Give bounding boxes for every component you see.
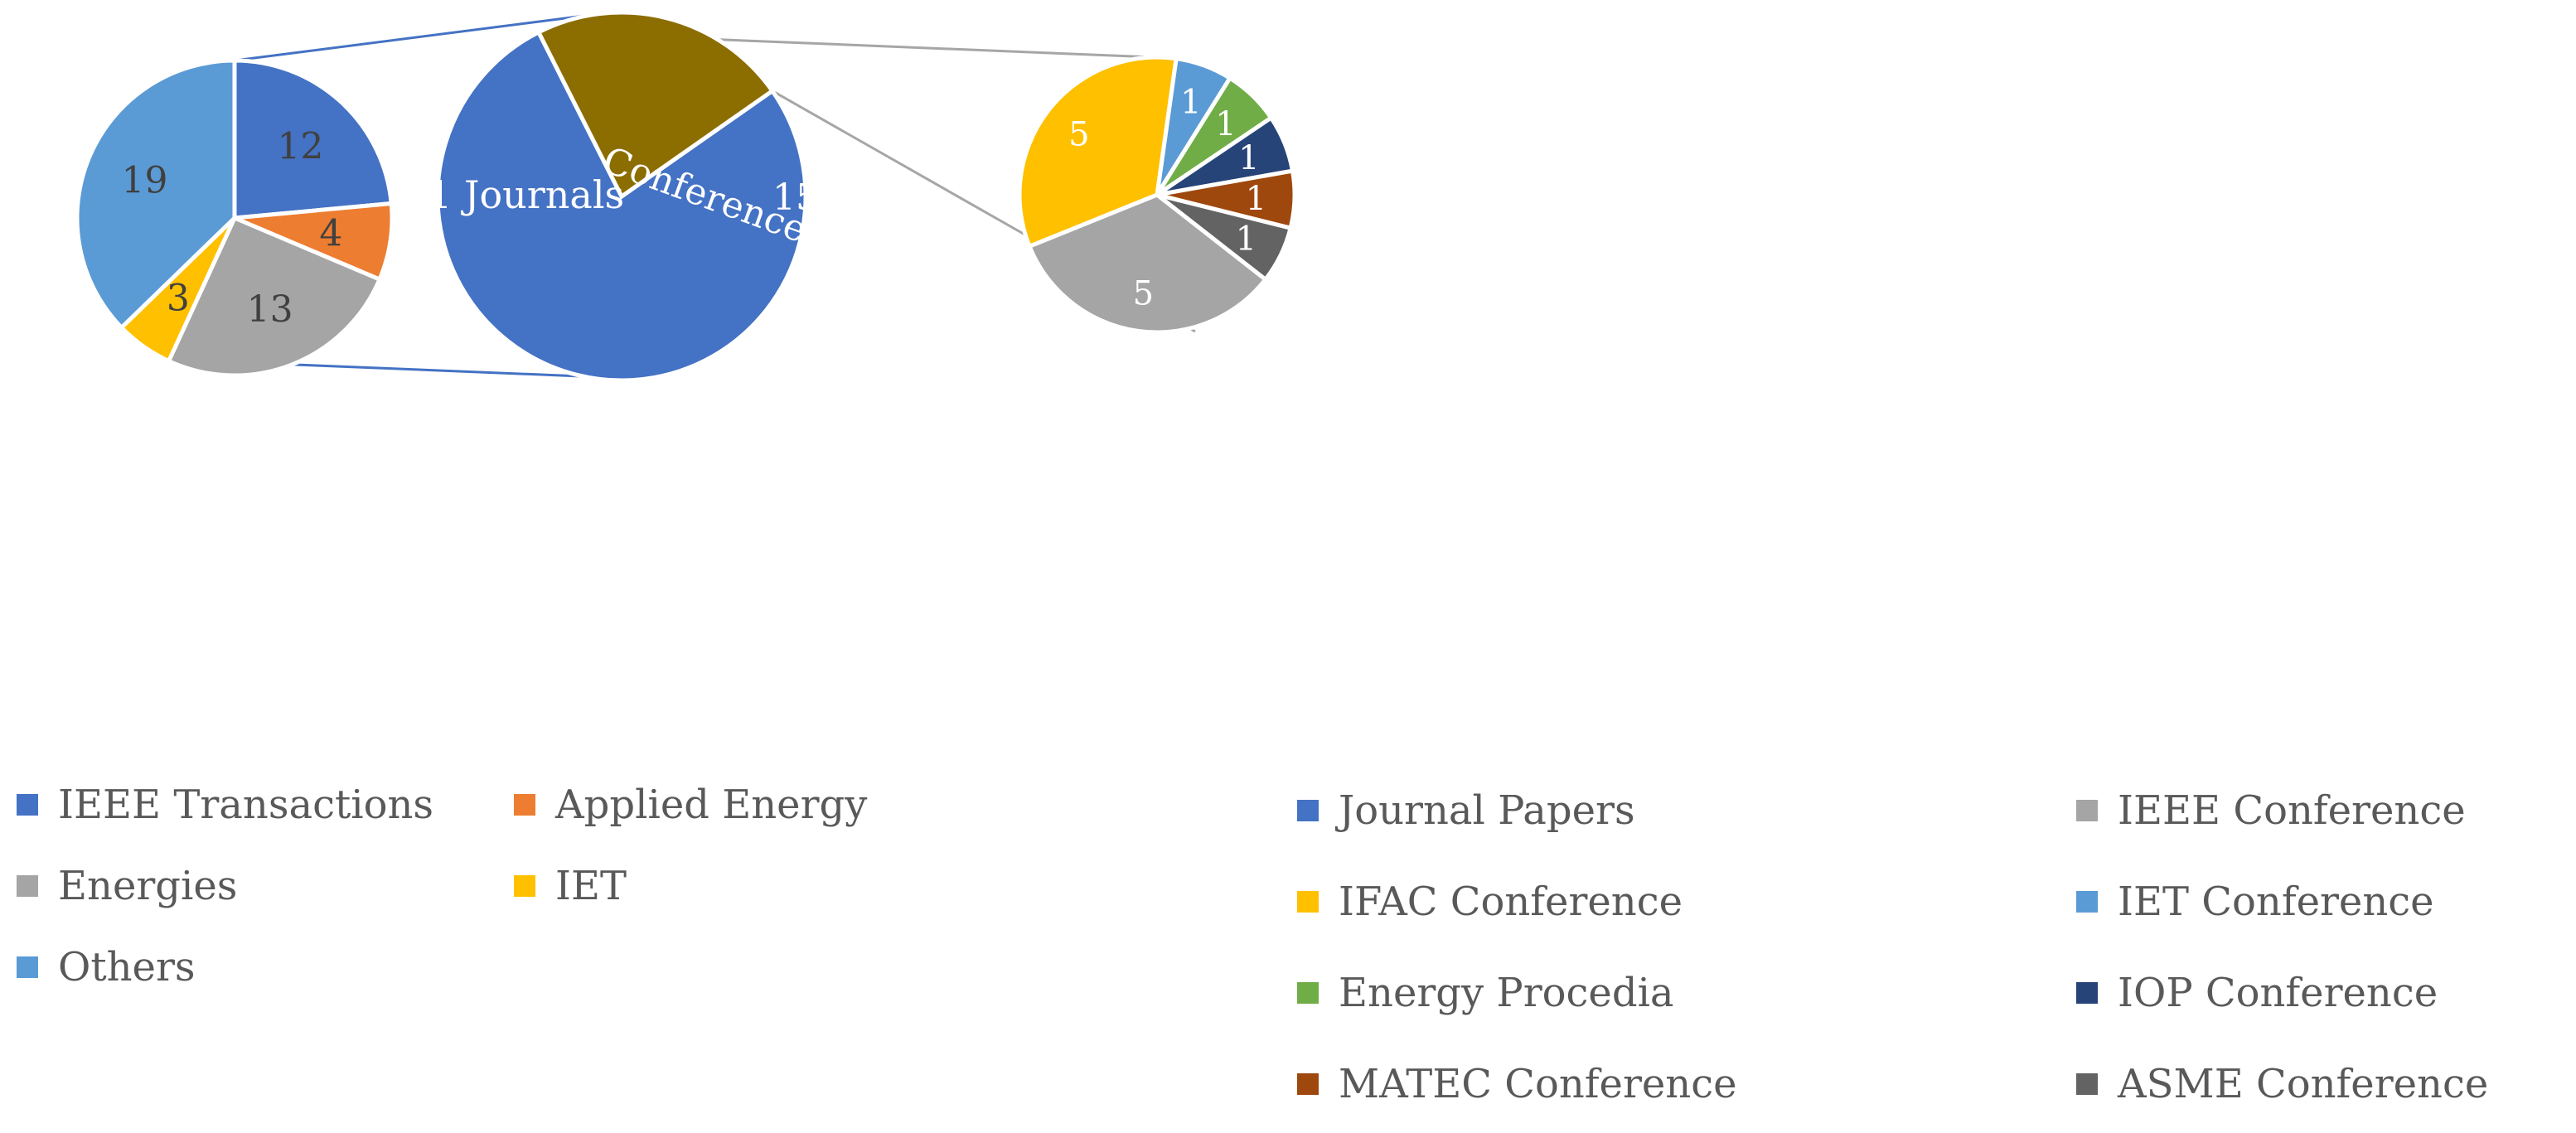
legend-swatch <box>1297 1073 1319 1095</box>
connector-left-bottom <box>289 363 583 378</box>
slice-ieee-conference <box>1026 192 1269 335</box>
legend-label: IEEE Transactions <box>58 782 434 828</box>
legend-label: Applied Energy <box>555 782 868 828</box>
slice-conferences <box>535 10 776 200</box>
legend-swatch <box>17 956 38 978</box>
value-label-energies: 13 <box>247 288 293 331</box>
legend-item-others: Others <box>17 944 196 990</box>
value-label-applied-energy: 4 <box>319 213 342 255</box>
slice-ifac-conference <box>1017 55 1179 249</box>
legend-item-iop-conference: IOP Conference <box>2076 970 2438 1016</box>
legend-swatch <box>514 875 535 897</box>
legend-item-ieee-conference: IEEE Conference <box>2076 787 2466 834</box>
legend-label: MATEC Conference <box>1339 1061 1737 1107</box>
slice-ieee-transactions <box>232 58 394 220</box>
legend-swatch <box>17 794 38 816</box>
legend-swatch <box>514 794 535 816</box>
value-label-matec-conference: 1 <box>1246 180 1266 218</box>
legend-label: ASME Conference <box>2118 1061 2489 1107</box>
legend-label: Energies <box>58 863 238 909</box>
legend-label: Journal Papers <box>1339 787 1635 834</box>
legend-label: IET Conference <box>2118 879 2434 925</box>
legend-label: IOP Conference <box>2118 970 2438 1016</box>
legend-swatch <box>1297 982 1319 1004</box>
journals-breakdown-pie: 12 4 13 3 19 <box>75 58 395 378</box>
label-journals: 51 Journals <box>404 172 624 217</box>
legend-label: IET <box>555 863 627 909</box>
value-label-asme-conference: 1 <box>1236 220 1257 258</box>
value-label-iet: 3 <box>167 278 190 320</box>
legend-swatch <box>2076 982 2098 1004</box>
legend-item-energy-procedia: Energy Procedia <box>1297 970 1674 1016</box>
legend-label: IEEE Conference <box>2118 787 2466 834</box>
publications-legend: Journal Papers IEEE Conference IFAC Confer… <box>1297 787 2574 1133</box>
connector-left-top <box>234 12 597 62</box>
legend-swatch <box>2076 800 2098 821</box>
legend-item-iet-conference: IET Conference <box>2076 879 2434 925</box>
legend-swatch <box>1297 891 1319 913</box>
value-label-ieee-conference: 5 <box>1133 274 1154 312</box>
legend-item-asme-conference: ASME Conference <box>2076 1061 2488 1107</box>
legend-swatch <box>1297 800 1319 821</box>
value-label-ieee-transactions: 12 <box>277 125 323 167</box>
value-label-iet-conference: 1 <box>1180 84 1201 122</box>
legend-swatch <box>2076 891 2098 913</box>
legend-item-journal-papers: Journal Papers <box>1297 787 1635 834</box>
legend-item-ifac-conference: IFAC Conference <box>1297 879 1683 925</box>
legend-swatch <box>2076 1073 2098 1095</box>
slice-others <box>75 58 237 331</box>
slice-journals <box>435 29 808 383</box>
legend-swatch <box>17 875 38 897</box>
legend-label: Energy Procedia <box>1339 970 1674 1016</box>
value-label-others: 19 <box>122 160 168 202</box>
legend-label: IFAC Conference <box>1339 879 1683 925</box>
value-label-conferences: 15 <box>772 177 819 219</box>
legend-label: Others <box>58 944 196 990</box>
slice-energies <box>166 215 383 378</box>
legend-item-ieee-transactions: IEEE Transactions <box>17 782 433 828</box>
legend-item-matec-conference: MATEC Conference <box>1297 1061 1737 1107</box>
legend-item-iet: IET <box>514 863 627 909</box>
legend-item-applied-energy: Applied Energy <box>514 782 867 828</box>
value-label-iop-conference: 1 <box>1238 139 1259 177</box>
value-label-ifac-conference: 5 <box>1068 115 1089 153</box>
value-label-energy-procedia: 1 <box>1215 105 1236 143</box>
journals-legend: IEEE Transactions Applied Energy Energies I… <box>17 782 1094 997</box>
legend-item-energies: Energies <box>17 863 237 909</box>
